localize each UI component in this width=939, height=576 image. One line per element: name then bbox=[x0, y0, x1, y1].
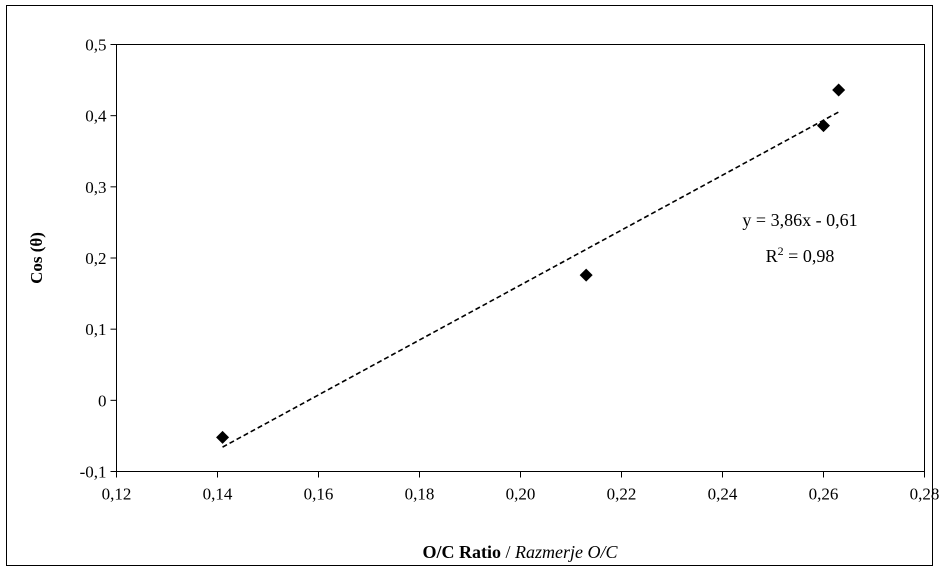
x-tick-label: 0,22 bbox=[607, 485, 637, 504]
x-tick-label: 0,24 bbox=[708, 485, 738, 504]
x-axis-label-secondary: Razmerje O/C bbox=[514, 542, 618, 562]
data-point bbox=[832, 83, 846, 97]
r2-prefix: R bbox=[766, 246, 778, 266]
x-axis-label-primary: O/C Ratio bbox=[422, 542, 501, 562]
x-tick-label: 0,14 bbox=[203, 485, 233, 504]
trendline-group bbox=[222, 111, 840, 448]
data-points bbox=[216, 83, 846, 444]
y-tick-label: 0,3 bbox=[85, 178, 106, 197]
y-tick-label: 0,5 bbox=[85, 36, 106, 55]
y-tick-label: 0,4 bbox=[85, 107, 107, 126]
r2-superscript: 2 bbox=[778, 244, 784, 258]
x-axis-ticks: 0,12 0,14 0,16 0,18 0,20 0,22 0,24 0,26 0,28 bbox=[102, 471, 939, 504]
x-axis-label: O/C Ratio / Razmerje O/C bbox=[422, 542, 618, 562]
y-tick-label: 0 bbox=[98, 391, 107, 410]
x-tick-label: 0,26 bbox=[809, 485, 839, 504]
x-axis-label-separator: / bbox=[501, 542, 515, 562]
trendline-r-squared: R2 = 0,98 bbox=[766, 244, 835, 266]
x-tick-label: 0,28 bbox=[910, 485, 939, 504]
r2-value: = 0,98 bbox=[784, 246, 835, 266]
trendline bbox=[222, 111, 840, 448]
y-axis-ticks: -0,1 0 0,1 0,2 0,3 0,4 0,5 bbox=[80, 36, 117, 482]
y-tick-label: -0,1 bbox=[80, 463, 107, 482]
x-tick-label: 0,16 bbox=[304, 485, 334, 504]
y-tick-label: 0,2 bbox=[85, 249, 106, 268]
chart-border bbox=[6, 5, 933, 566]
data-point bbox=[216, 430, 230, 444]
x-tick-label: 0,20 bbox=[506, 485, 536, 504]
y-tick-label: 0,1 bbox=[85, 320, 106, 339]
data-point bbox=[579, 268, 593, 282]
data-point bbox=[817, 119, 830, 133]
x-tick-label: 0,12 bbox=[102, 485, 132, 504]
y-axis-label: Cos (θ) bbox=[27, 232, 46, 284]
x-tick-label: 0,18 bbox=[405, 485, 435, 504]
trendline-equation: y = 3,86x - 0,61 bbox=[742, 210, 857, 230]
